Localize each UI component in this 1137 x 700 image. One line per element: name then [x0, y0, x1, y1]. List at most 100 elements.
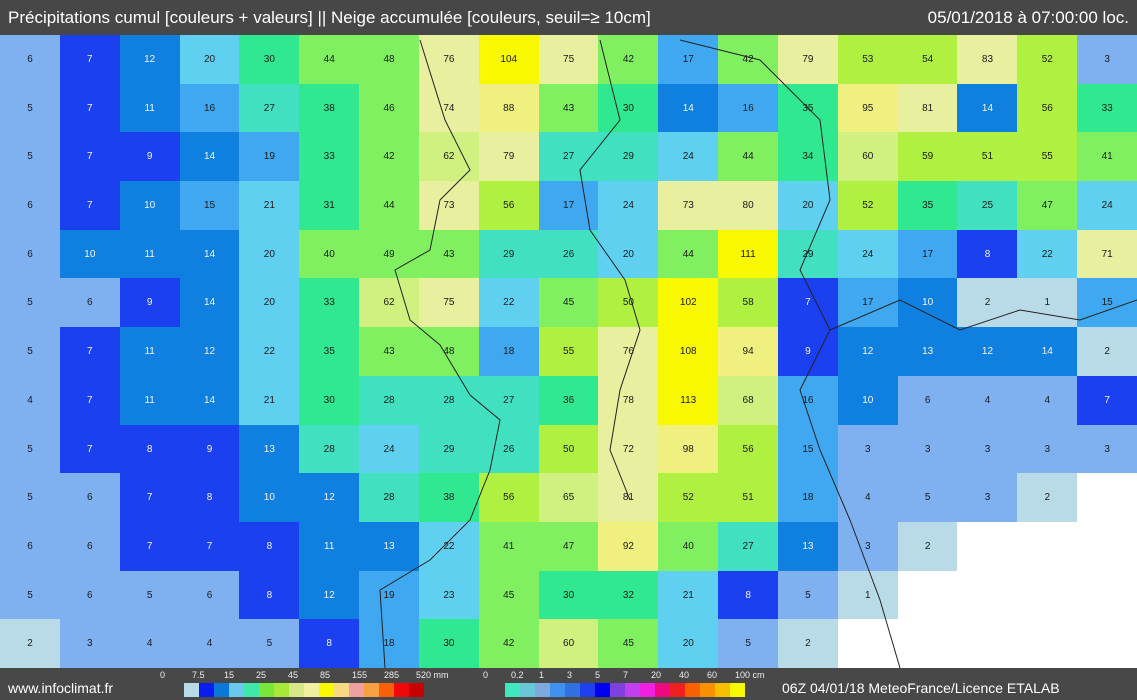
- grid-value: 22: [418, 521, 479, 571]
- grid-value: 34: [777, 132, 838, 182]
- legend-label: 25: [256, 670, 267, 680]
- legend-swatch: [550, 683, 565, 697]
- grid-value: 7: [1077, 375, 1137, 425]
- grid-value: 50: [598, 278, 659, 328]
- grid-value: 10: [119, 181, 180, 231]
- grid-value: 88: [478, 83, 539, 133]
- grid-value: 3: [897, 424, 958, 474]
- grid-value: 38: [299, 83, 360, 133]
- legend-label: 285: [384, 670, 400, 680]
- legend-swatch: [229, 683, 244, 697]
- grid-value: 5: [239, 619, 300, 669]
- legend-swatch: [535, 683, 550, 697]
- grid-value: 2: [957, 278, 1018, 328]
- grid-value: 5: [897, 473, 958, 523]
- data-credit: 06Z 04/01/18 MeteoFrance/Licence ETALAB: [782, 680, 1060, 696]
- legend-label: 0: [160, 670, 166, 680]
- grid-value: 6: [0, 181, 60, 231]
- grid-value: 7: [59, 181, 120, 231]
- grid-value: 7: [59, 327, 120, 377]
- legend-label: 45: [288, 670, 299, 680]
- grid-value: 95: [837, 83, 898, 133]
- grid-value: 14: [179, 375, 240, 425]
- grid-value: 13: [777, 521, 838, 571]
- grid-value: 9: [119, 132, 180, 182]
- grid-value: [1077, 473, 1137, 523]
- grid-value: 18: [478, 327, 539, 377]
- grid-value: 21: [239, 181, 300, 231]
- grid-value: 31: [299, 181, 360, 231]
- grid-value: 71: [1077, 229, 1137, 279]
- grid-value: 42: [598, 35, 659, 84]
- grid-value: 40: [658, 521, 719, 571]
- legend-label: 100 cm: [735, 670, 765, 680]
- grid-value: 3: [1077, 424, 1137, 474]
- grid-value: 9: [179, 424, 240, 474]
- legend-swatch: [730, 683, 745, 697]
- grid-value: 8: [239, 570, 300, 620]
- grid-value: 50: [538, 424, 599, 474]
- grid-value: 59: [897, 132, 958, 182]
- header-bar: Précipitations cumul [couleurs + valeurs…: [0, 0, 1137, 35]
- grid-value: 92: [598, 521, 659, 571]
- legend-swatch: [259, 683, 274, 697]
- grid-value: 2: [1077, 327, 1137, 377]
- grid-value: 7: [59, 424, 120, 474]
- grid-value: 7: [59, 132, 120, 182]
- grid-value: [1077, 619, 1137, 669]
- grid-value: 104: [478, 35, 539, 84]
- grid-value: 14: [1017, 327, 1078, 377]
- grid-value: 58: [718, 278, 779, 328]
- grid-value: 60: [538, 619, 599, 669]
- grid-value: 56: [1017, 83, 1078, 133]
- grid-value: 28: [359, 375, 420, 425]
- grid-value: 44: [299, 35, 360, 84]
- grid-value: [1017, 619, 1078, 669]
- grid-value: 8: [119, 424, 180, 474]
- grid-value: 6: [0, 35, 60, 84]
- grid-value: 62: [418, 132, 479, 182]
- grid-value: 9: [777, 327, 838, 377]
- rain-color-scale: [184, 683, 424, 697]
- grid-value: 108: [658, 327, 719, 377]
- grid-value: 5: [718, 619, 779, 669]
- grid-value: 3: [957, 473, 1018, 523]
- grid-value: 4: [957, 375, 1018, 425]
- grid-value: 73: [418, 181, 479, 231]
- grid-value: 12: [179, 327, 240, 377]
- legend-swatch: [184, 683, 199, 697]
- grid-value: 51: [957, 132, 1018, 182]
- legend-swatch: [319, 683, 334, 697]
- map-datetime: 05/01/2018 à 07:00:00 loc.: [927, 7, 1129, 27]
- grid-value: 7: [59, 35, 120, 84]
- grid-value: 2: [1017, 473, 1078, 523]
- grid-value: 24: [598, 181, 659, 231]
- grid-value: 15: [1077, 278, 1137, 328]
- grid-value: 32: [598, 570, 659, 620]
- legend-label: 155: [352, 670, 368, 680]
- grid-value: 13: [359, 521, 420, 571]
- grid-value: 11: [119, 327, 180, 377]
- grid-value: [897, 570, 958, 620]
- grid-value: 60: [837, 132, 898, 182]
- legend-swatch: [394, 683, 409, 697]
- grid-value: 5: [777, 570, 838, 620]
- grid-value: 6: [59, 521, 120, 571]
- grid-value: 24: [837, 229, 898, 279]
- grid-value: 4: [1017, 375, 1078, 425]
- legend-swatch: [565, 683, 580, 697]
- grid-value: 20: [658, 619, 719, 669]
- grid-value: 45: [538, 278, 599, 328]
- grid-value: 28: [359, 473, 420, 523]
- grid-value: 11: [119, 229, 180, 279]
- footer-bar: www.infoclimat.fr 0 7.5 15 25 45 85 155 285 520 …: [0, 668, 1137, 700]
- site-link[interactable]: www.infoclimat.fr: [8, 680, 114, 696]
- grid-value: 81: [598, 473, 659, 523]
- grid-value: 16: [718, 83, 779, 133]
- grid-value: [837, 619, 898, 669]
- legend-swatch: [640, 683, 655, 697]
- grid-value: 7: [59, 83, 120, 133]
- grid-value: 65: [538, 473, 599, 523]
- grid-value: 44: [718, 132, 779, 182]
- grid-value: 52: [1017, 35, 1078, 84]
